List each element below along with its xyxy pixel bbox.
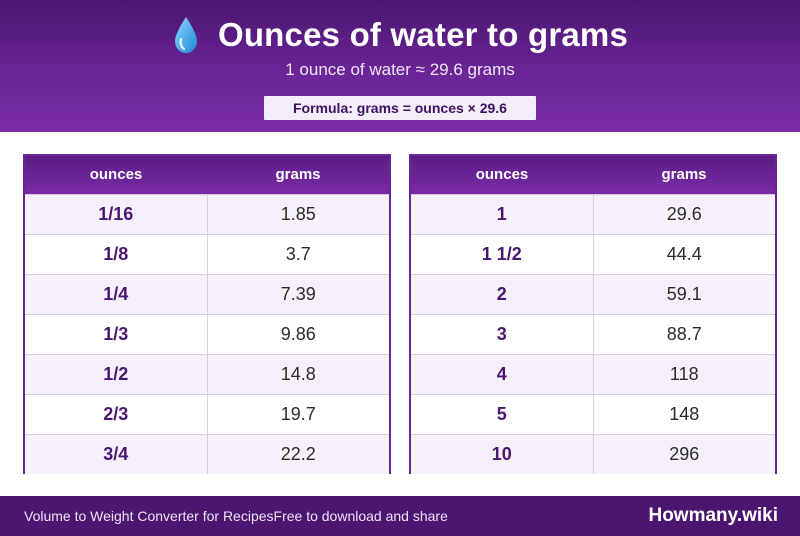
- footer-caption: Volume to Weight Converter for RecipesFr…: [24, 496, 448, 536]
- footer-bar: Volume to Weight Converter for RecipesFr…: [0, 496, 800, 536]
- table-row: 10 296: [411, 434, 775, 474]
- ounces-cell: 1 1/2: [411, 235, 594, 274]
- table-row: 1 29.6: [411, 194, 775, 234]
- table-body: 1/16 1.85 1/8 3.7 1/4 7.39 1/3 9.86 1/2 14.8 …: [25, 194, 389, 474]
- grams-cell: 148: [669, 404, 700, 424]
- ounces-cell: 3/4: [25, 435, 208, 474]
- header-banner: Ounces of water to grams 1 ounce of wate…: [0, 0, 800, 132]
- ounces-cell: 3: [411, 315, 594, 354]
- table-row: 1/2 14.8: [25, 354, 389, 394]
- grams-cell: 88.7: [666, 324, 702, 344]
- ounces-cell: 1/2: [25, 355, 208, 394]
- table-body: 1 29.6 1 1/2 44.4 2 59.1 3 88.7 4 118 5 148 10…: [411, 194, 775, 474]
- column-header-grams: grams: [661, 166, 707, 183]
- grams-cell: 3.7: [285, 244, 311, 264]
- table-row: 1 1/2 44.4: [411, 234, 775, 274]
- ounces-cell: 1/16: [25, 195, 208, 234]
- table-row: 5 148: [411, 394, 775, 434]
- grams-cell: 44.4: [666, 244, 702, 264]
- ounces-cell: 10: [411, 435, 594, 474]
- table-row: 1/16 1.85: [25, 194, 389, 234]
- column-header-grams: grams: [275, 166, 321, 183]
- conversion-table-left: ounces grams 1/16 1.85 1/8 3.7 1/4 7.39 1/3…: [23, 154, 391, 474]
- ounces-cell: 1/3: [25, 315, 208, 354]
- column-header-ounces: ounces: [475, 166, 529, 183]
- conversion-table-right: ounces grams 1 29.6 1 1/2 44.4 2 59.1 3 88.7…: [409, 154, 777, 474]
- water-drop-icon: [174, 17, 197, 53]
- grams-cell: 14.8: [280, 364, 316, 384]
- table-row: 3 88.7: [411, 314, 775, 354]
- grams-cell: 296: [669, 444, 700, 464]
- table-row: 3/4 22.2: [25, 434, 389, 474]
- ounces-cell: 4: [411, 355, 594, 394]
- grams-cell: 1.85: [280, 204, 316, 224]
- table-header: ounces grams: [25, 156, 389, 194]
- table-row: 4 118: [411, 354, 775, 394]
- page-title: Ounces of water to grams: [217, 16, 629, 53]
- table-row: 2 59.1: [411, 274, 775, 314]
- table-row: 1/8 3.7: [25, 234, 389, 274]
- brand-logo-text[interactable]: Howmany.wiki: [648, 505, 778, 526]
- ounces-cell: 1/4: [25, 275, 208, 314]
- footer-caption-title: Volume to Weight Converter for Recipes: [24, 508, 274, 524]
- grams-cell: 9.86: [280, 324, 316, 344]
- table-row: 2/3 19.7: [25, 394, 389, 434]
- ounces-cell: 2/3: [25, 395, 208, 434]
- ounces-cell: 1: [411, 195, 594, 234]
- footer-caption-note: Free to download and share: [273, 508, 448, 524]
- grams-cell: 59.1: [666, 284, 702, 304]
- grams-cell: 118: [669, 364, 699, 384]
- ounces-cell: 5: [411, 395, 594, 434]
- grams-cell: 19.7: [280, 404, 316, 424]
- column-header-ounces: ounces: [89, 166, 143, 183]
- grams-cell: 29.6: [666, 204, 702, 224]
- conversion-subtitle: 1 ounce of water ≈ 29.6 grams: [285, 60, 515, 79]
- ounces-cell: 2: [411, 275, 594, 314]
- table-row: 1/3 9.86: [25, 314, 389, 354]
- grams-cell: 22.2: [280, 444, 316, 464]
- formula-badge: Formula: grams = ounces × 29.6: [264, 96, 536, 120]
- grams-cell: 7.39: [280, 284, 316, 304]
- title-row: Ounces of water to grams: [0, 12, 800, 58]
- table-row: 1/4 7.39: [25, 274, 389, 314]
- ounces-cell: 1/8: [25, 235, 208, 274]
- table-header: ounces grams: [411, 156, 775, 194]
